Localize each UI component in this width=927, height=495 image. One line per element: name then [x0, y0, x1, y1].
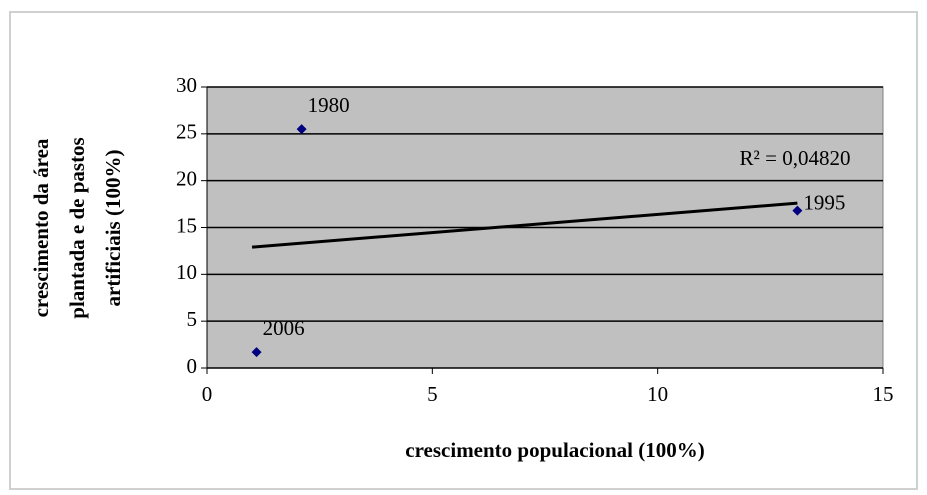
y-tick-label: 15 — [176, 213, 197, 237]
trendline — [251, 201, 798, 249]
x-axis-title: crescimento populacional (100%) — [405, 438, 704, 462]
y-tick-label: 0 — [187, 354, 198, 378]
x-tick-label: 15 — [873, 382, 894, 406]
x-tick-label: 0 — [202, 382, 213, 406]
trendline-annotation: R² = 0,04820 — [740, 146, 851, 170]
y-axis-title: plantada e de pastos — [65, 137, 89, 318]
point-label: 2006 — [263, 316, 305, 340]
point-label: 1995 — [803, 190, 845, 214]
y-tick-label: 5 — [187, 307, 198, 331]
y-tick-label: 25 — [176, 120, 197, 144]
x-tick-label: 5 — [427, 382, 438, 406]
data-point — [792, 205, 803, 216]
y-axis-title: crescimento da área — [29, 138, 53, 317]
x-tick-label: 10 — [647, 382, 668, 406]
y-tick-label: 30 — [176, 73, 197, 97]
y-axis-title: artificiais (100%) — [101, 150, 125, 307]
y-tick-label: 10 — [176, 260, 197, 284]
data-point — [251, 347, 262, 358]
y-tick-label: 20 — [176, 166, 197, 190]
point-label: 1980 — [308, 93, 350, 117]
data-point — [296, 124, 307, 135]
